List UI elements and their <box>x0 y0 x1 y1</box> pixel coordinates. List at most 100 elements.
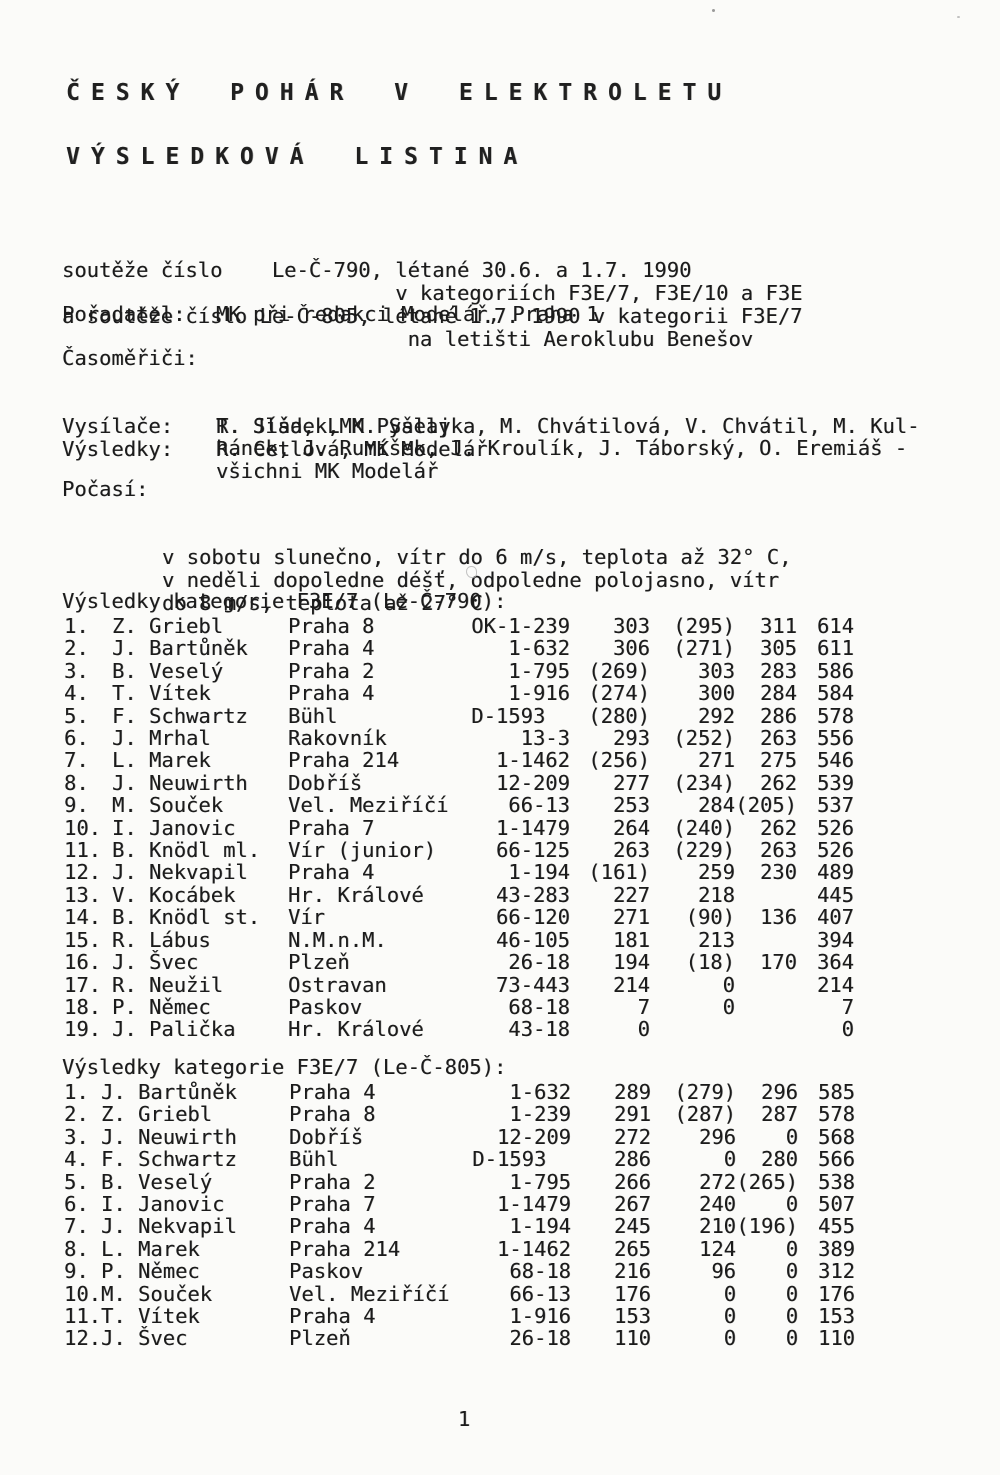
club-cell: Vel. Meziříčí <box>288 793 449 818</box>
weather-label: Počasí: <box>62 477 149 501</box>
round2-cell: 292 <box>697 703 735 728</box>
rank-cell: 3. <box>64 658 89 683</box>
pilot-name-cell: L. Marek <box>101 1236 200 1261</box>
round2-cell: 210 <box>699 1214 737 1239</box>
round2-cell: 259 <box>697 860 735 885</box>
registration-cell: D-1593 <box>472 1147 572 1172</box>
round2-cell: 124 <box>699 1236 737 1261</box>
rank-cell: 5. <box>64 1169 89 1194</box>
organizer-value: MK při redakci Modelář, Praha 1 <box>216 302 599 326</box>
round3-cell: 0 <box>785 1259 799 1284</box>
round1-cell: 289 <box>614 1080 652 1104</box>
round1-cell: 216 <box>614 1259 652 1284</box>
total-cell: 389 <box>818 1236 856 1261</box>
club-cell: Praha 4 <box>289 1214 376 1239</box>
club-cell: Praha 4 <box>288 636 375 661</box>
pilot-name-cell: Z. Griebl <box>101 1102 213 1127</box>
round3-cell: 0 <box>785 1304 799 1329</box>
pilot-name-cell: P. Němec <box>112 994 211 1019</box>
round3-cell: 311 <box>759 614 797 638</box>
registration-cell: 66-120 <box>495 905 570 930</box>
table-row: 1. Z. Griebl Praha 8 OK-1-239 303 (295) … <box>64 614 854 638</box>
round2-cell: (90) <box>685 905 735 930</box>
table-row: 2. J. Bartůněk Praha 4 1-632 306 (271) 3… <box>64 636 854 661</box>
pilot-name-cell: J. Bartůněk <box>101 1080 237 1104</box>
round3-cell: 275 <box>759 748 797 773</box>
total-cell: 585 <box>818 1080 856 1104</box>
rank-cell: 2. <box>64 636 89 661</box>
round1-cell: (161) <box>588 860 650 885</box>
pilot-name-cell: B. Veselý <box>101 1169 213 1194</box>
round1-cell: 286 <box>614 1147 652 1172</box>
registration-cell: 68-18 <box>509 1259 572 1284</box>
rank-cell: 15. <box>64 927 102 952</box>
round1-cell: 245 <box>614 1214 652 1239</box>
round1-cell: (274) <box>588 681 650 706</box>
round1-cell: (269) <box>588 658 650 683</box>
table-row: 17. R. Neužil Ostravan 73-443 214 0 214 <box>64 972 854 997</box>
competition-intro: soutěže číslo Le-Č-790, létané 30.6. a 1… <box>62 190 803 351</box>
registration-cell: 43-18 <box>508 1017 570 1042</box>
round1-cell: (280) <box>588 703 650 728</box>
rank-cell: 10. <box>64 1281 102 1306</box>
rank-cell: 13. <box>64 882 102 907</box>
scan-speck <box>957 16 960 18</box>
round3-cell: 230 <box>759 860 797 885</box>
timekeepers-line: T. Sládek, M. Salajka, M. Chvátilová, V.… <box>216 413 920 438</box>
intro-line: soutěže číslo Le-Č-790, létané 30.6. a 1… <box>62 258 692 282</box>
pilot-name-cell: J. Mrhal <box>112 726 211 751</box>
round3-cell: 170 <box>759 950 797 975</box>
results-table-805-heading: Výsledky kategorie F3E/7 (Le-Č-805): <box>62 1055 507 1079</box>
total-cell: 455 <box>818 1214 856 1239</box>
total-cell: 312 <box>818 1259 856 1284</box>
club-cell: Praha 8 <box>288 614 375 638</box>
pilot-name-cell: J. Švec <box>112 950 199 975</box>
pilot-name-cell: F. Schwartz <box>101 1147 237 1172</box>
round2-cell: (18) <box>685 950 735 975</box>
pilot-name-cell: R. Lábus <box>112 927 211 952</box>
pilot-name-cell: M. Souček <box>112 793 224 818</box>
results-contact-row: Výsledky: R. Cetlová, MK Modelář <box>62 438 488 461</box>
rank-cell: 4. <box>64 681 89 706</box>
round2-cell: 240 <box>699 1192 737 1217</box>
table-row: 7. L. Marek Praha 214 1-1462 (256) 271 2… <box>64 748 854 773</box>
table-row: 10. M. Souček Vel. Meziříčí 66-13 176 0 … <box>64 1281 855 1306</box>
total-cell: 110 <box>818 1326 856 1351</box>
table-row: 3. J. Neuwirth Dobříš 12-209 272 296 0 5… <box>64 1124 856 1149</box>
organizer-row: Pořadatel: MK při redakci Modelář, Praha… <box>62 303 599 326</box>
registration-cell: 1-795 <box>509 1169 572 1194</box>
round3-cell <box>735 929 797 951</box>
intro-line: v kategoriích F3E/7, F3E/10 a F3E <box>62 281 803 305</box>
round1-cell: 267 <box>614 1192 652 1217</box>
results-table-805-body: 1. J. Bartůněk Praha 4 1-632 289 (279) 2… <box>64 1081 855 1350</box>
table-row: 7. J. Nekvapil Praha 4 1-194 245 210 (19… <box>64 1214 856 1239</box>
registration-cell: 26-18 <box>508 950 570 975</box>
table-row: 19. J. Palička Hr. Králové 43-18 0 0 <box>64 1017 854 1042</box>
pilot-name-cell: T. Vítek <box>101 1304 200 1329</box>
round3-cell <box>735 974 797 996</box>
rank-cell: 17. <box>64 972 102 997</box>
round2-cell: 284 <box>697 793 735 818</box>
registration-cell: 13-3 <box>520 726 570 751</box>
club-cell: Praha 214 <box>289 1236 401 1261</box>
club-cell: Praha 2 <box>289 1169 376 1194</box>
page-number: 1 <box>457 1407 471 1431</box>
round1-cell: 264 <box>612 815 650 840</box>
scan-speck <box>712 9 715 12</box>
registration-cell: 1-194 <box>509 1214 572 1239</box>
round1-cell: 293 <box>612 726 650 751</box>
round2-cell: 303 <box>697 658 735 683</box>
total-cell: 153 <box>818 1304 856 1329</box>
registration-cell: 1-916 <box>508 681 570 706</box>
round2-cell: 213 <box>697 927 735 952</box>
weather-line: v neděli dopoledne déšť, odpoledne poloj… <box>162 568 780 593</box>
results-table-790: 1. Z. Griebl Praha 8 OK-1-239 303 (295) … <box>64 615 854 1041</box>
table-row: 6. I. Janovic Praha 7 1-1479 267 240 0 5… <box>64 1192 855 1217</box>
club-cell: Vel. Meziříčí <box>289 1281 450 1306</box>
table-row: 4. T. Vítek Praha 4 1-916 (274) 300 284 … <box>64 681 854 706</box>
total-cell: 568 <box>818 1124 856 1149</box>
scan-smudge <box>466 566 477 578</box>
round3-cell: 287 <box>761 1102 799 1127</box>
round3-cell: 305 <box>759 636 797 661</box>
round2-cell: 0 <box>722 972 735 997</box>
